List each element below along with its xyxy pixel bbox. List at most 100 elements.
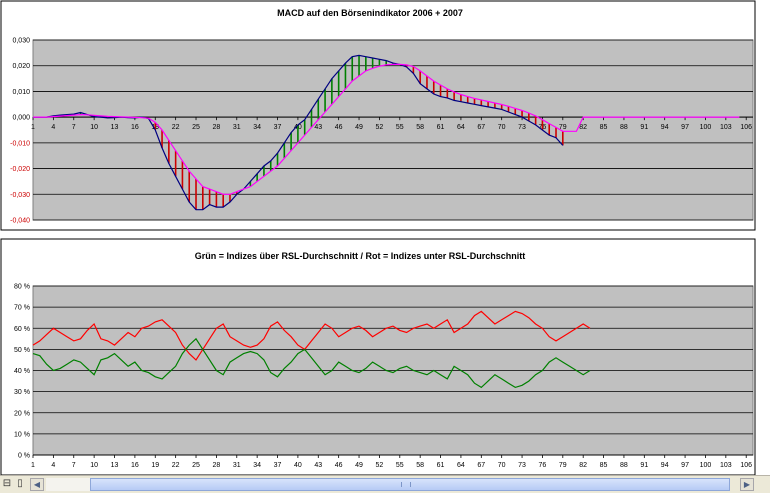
rsl-x-tick-label: 55 (396, 462, 404, 469)
rsl-x-tick-label: 100 (700, 462, 712, 469)
rsl-y-tick-label: 0 % (18, 453, 30, 460)
macd-x-tick-label: 73 (518, 124, 526, 131)
macd-x-tick-label: 34 (253, 124, 261, 131)
macd-x-tick-label: 79 (559, 124, 567, 131)
macd-y-tick-label: 0,000 (12, 115, 30, 122)
rsl-x-tick-label: 13 (111, 462, 119, 469)
rsl-series-line-1 (32, 337, 591, 389)
rsl-y-tick-label: 10 % (14, 431, 30, 438)
macd-x-tick-label: 37 (274, 124, 282, 131)
rsl-x-tick-label: 103 (720, 462, 732, 469)
rsl-y-tick-label: 80 % (14, 284, 30, 291)
macd-histogram (52, 55, 564, 210)
macd-x-tick-label: 25 (192, 124, 200, 131)
macd-chart-title: MACD auf den Börsenindikator 2006 + 2007 (277, 8, 463, 18)
macd-x-tick-label: 7 (72, 124, 76, 131)
rsl-chart-title: Grün = Indizes über RSL-Durchschnitt / R… (195, 251, 526, 261)
charts-canvas: MACD auf den Börsenindikator 2006 + 2007… (0, 0, 756, 475)
rsl-x-tick-label: 1 (31, 462, 35, 469)
rsl-x-tick-label: 94 (661, 462, 669, 469)
macd-x-tick-label: 64 (457, 124, 465, 131)
macd-y-tick-label: -0,030 (10, 192, 30, 199)
rsl-x-tick-label: 73 (518, 462, 526, 469)
macd-x-tick-label: 91 (640, 124, 648, 131)
macd-x-tick-label: 49 (355, 124, 363, 131)
rsl-x-tick-label: 34 (253, 462, 261, 469)
macd-x-tick-label: 100 (700, 124, 712, 131)
rsl-x-tick-label: 10 (90, 462, 98, 469)
sheet-icon[interactable]: ⊟ (2, 478, 12, 489)
macd-x-tick-label: 46 (335, 124, 343, 131)
macd-y-axis: 0,030 0,020 0,010 0,000 -0,010 -0,020 -0,030 -0… (10, 38, 30, 225)
rsl-lines (32, 310, 591, 389)
rsl-x-tick-label: 31 (233, 462, 241, 469)
macd-x-tick-label: 106 (740, 124, 752, 131)
rsl-x-tick-label: 64 (457, 462, 465, 469)
macd-x-tick-label: 70 (498, 124, 506, 131)
macd-y-tick-label: 0,010 (12, 89, 30, 96)
macd-y-tick-label: 0,020 (12, 63, 30, 70)
macd-x-tick-label: 43 (314, 124, 322, 131)
macd-x-tick-label: 28 (212, 124, 220, 131)
scroll-left-arrow-icon[interactable]: ◀ (30, 478, 44, 491)
rsl-y-axis: 80 % 70 % 60 % 50 % 40 % 30 % 20 % 10 % 0 % (14, 284, 30, 460)
rsl-y-tick-label: 40 % (14, 368, 30, 375)
macd-x-tick-label: 22 (172, 124, 180, 131)
rsl-x-tick-label: 19 (151, 462, 159, 469)
macd-y-tick-label: 0,030 (12, 38, 30, 45)
rsl-series-line-0 (32, 310, 591, 361)
macd-x-tick-label: 58 (416, 124, 424, 131)
macd-x-tick-label: 97 (681, 124, 689, 131)
book-icon[interactable]: ▯ (17, 478, 23, 489)
rsl-x-tick-label: 25 (192, 462, 200, 469)
rsl-y-tick-label: 30 % (14, 389, 30, 396)
macd-x-tick-label: 1 (31, 124, 35, 131)
macd-x-tick-label: 55 (396, 124, 404, 131)
macd-x-tick-label: 61 (437, 124, 445, 131)
rsl-x-tick-label: 49 (355, 462, 363, 469)
rsl-x-tick-label: 28 (212, 462, 220, 469)
macd-x-tick-label: 82 (579, 124, 587, 131)
rsl-x-tick-label: 37 (274, 462, 282, 469)
rsl-x-tick-label: 79 (559, 462, 567, 469)
rsl-x-tick-label: 82 (579, 462, 587, 469)
macd-x-tick-label: 13 (111, 124, 119, 131)
rsl-x-tick-label: 76 (539, 462, 547, 469)
macd-y-tick-label: -0,040 (10, 218, 30, 225)
rsl-x-tick-label: 70 (498, 462, 506, 469)
rsl-y-tick-label: 50 % (14, 347, 30, 354)
macd-series-line-1 (33, 63, 740, 195)
macd-lines (33, 54, 740, 211)
macd-x-tick-label: 103 (720, 124, 732, 131)
rsl-x-tick-label: 7 (72, 462, 76, 469)
rsl-x-tick-label: 4 (51, 462, 55, 469)
horizontal-scrollbar[interactable]: ⊟ ▯ ◀ ▶ (0, 475, 770, 493)
rsl-x-tick-label: 16 (131, 462, 139, 469)
scroll-right-arrow-icon[interactable]: ▶ (740, 478, 754, 491)
macd-y-tick-label: -0,020 (10, 166, 30, 173)
macd-x-tick-label: 85 (600, 124, 608, 131)
rsl-y-tick-label: 70 % (14, 305, 30, 312)
rsl-gridlines (33, 285, 753, 456)
rsl-x-tick-label: 22 (172, 462, 180, 469)
rsl-x-tick-label: 61 (437, 462, 445, 469)
macd-x-tick-label: 88 (620, 124, 628, 131)
rsl-y-tick-label: 20 % (14, 410, 30, 417)
rsl-x-axis: 1 4 7 10 13 16 19 22 25 28 31 34 37 40 43 46 49 52 55 58 61 6… (31, 454, 753, 469)
rsl-x-tick-label: 106 (740, 462, 752, 469)
rsl-x-tick-label: 43 (314, 462, 322, 469)
macd-y-tick-label: -0,010 (10, 140, 30, 147)
macd-x-tick-label: 94 (661, 124, 669, 131)
macd-x-tick-label: 16 (131, 124, 139, 131)
macd-x-tick-label: 67 (477, 124, 485, 131)
macd-x-tick-label: 10 (90, 124, 98, 131)
macd-plot-area (32, 39, 754, 221)
rsl-x-tick-label: 58 (416, 462, 424, 469)
macd-x-tick-label: 4 (51, 124, 55, 131)
rsl-x-tick-label: 85 (600, 462, 608, 469)
rsl-y-tick-label: 60 % (14, 326, 30, 333)
rsl-x-tick-label: 52 (376, 462, 384, 469)
grip-icon (401, 482, 411, 487)
rsl-x-tick-label: 46 (335, 462, 343, 469)
scroll-thumb[interactable] (90, 478, 730, 491)
